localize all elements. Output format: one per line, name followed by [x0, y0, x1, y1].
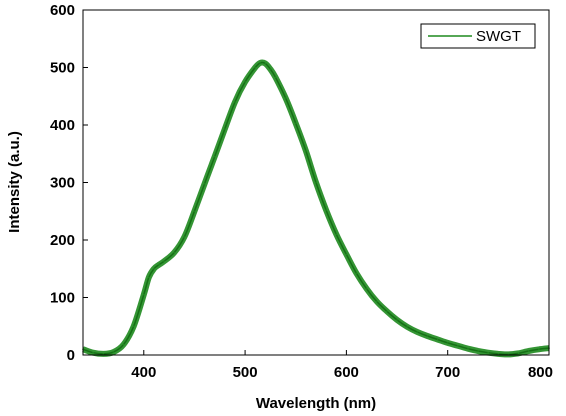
series-line	[82, 61, 550, 356]
data-point	[335, 233, 338, 236]
y-axis-title: Intensity (a.u.)	[6, 131, 23, 233]
data-point	[259, 62, 262, 64]
data-point	[132, 325, 135, 328]
data-point	[254, 66, 256, 69]
y-tick-label: 200	[50, 232, 75, 249]
y-tick-label: 400	[50, 117, 75, 134]
data-point	[143, 293, 145, 296]
data-point	[102, 353, 105, 355]
data-point	[264, 62, 267, 65]
data-point	[446, 342, 449, 344]
data-point	[269, 68, 272, 70]
series-swgt	[82, 59, 550, 358]
series-line-body	[82, 59, 550, 358]
x-tick-label: 800	[528, 364, 553, 381]
data-point	[386, 310, 388, 313]
data-point	[244, 81, 246, 83]
legend-label: SWGT	[476, 28, 521, 45]
data-point	[183, 236, 186, 238]
data-point	[355, 272, 358, 275]
data-point	[396, 319, 398, 321]
data-point	[122, 343, 125, 346]
y-tick-label: 0	[67, 347, 75, 364]
data-point	[305, 150, 307, 152]
data-point	[234, 101, 236, 103]
data-point	[193, 210, 196, 213]
data-point	[224, 128, 226, 130]
data-point	[426, 335, 429, 337]
data-point	[416, 331, 419, 333]
data-point	[112, 351, 115, 353]
x-tick-label: 600	[334, 364, 359, 381]
data-point	[487, 351, 490, 354]
data-point	[527, 350, 530, 352]
data-point	[365, 288, 368, 290]
data-point	[345, 253, 348, 256]
data-point	[92, 351, 94, 354]
data-point	[325, 209, 327, 211]
data-point	[436, 338, 439, 341]
data-point	[274, 76, 277, 79]
data-point	[315, 181, 317, 184]
data-point	[467, 347, 469, 350]
y-tick-label: 500	[50, 60, 75, 77]
legend: SWGT	[420, 23, 536, 49]
x-tick-label: 700	[435, 364, 460, 381]
y-tick-label: 600	[50, 2, 75, 19]
data-point	[497, 353, 500, 355]
data-point	[158, 263, 160, 266]
data-point	[457, 345, 459, 347]
y-tick-label: 100	[50, 290, 75, 307]
data-point	[376, 300, 378, 303]
data-point	[517, 352, 520, 355]
data-point	[406, 326, 409, 328]
data-point	[153, 268, 155, 270]
data-point	[477, 350, 479, 352]
x-tick-label: 500	[233, 364, 258, 381]
data-point	[203, 182, 206, 185]
y-tick-label: 300	[50, 175, 75, 192]
data-point	[173, 251, 175, 254]
data-point	[163, 260, 165, 263]
data-point	[538, 348, 540, 351]
data-point	[294, 122, 297, 125]
data-point	[284, 97, 287, 99]
data-point	[148, 276, 150, 279]
x-axis-title: Wavelength (nm)	[256, 395, 376, 412]
data-point	[213, 155, 216, 158]
x-tick-label: 400	[131, 364, 156, 381]
